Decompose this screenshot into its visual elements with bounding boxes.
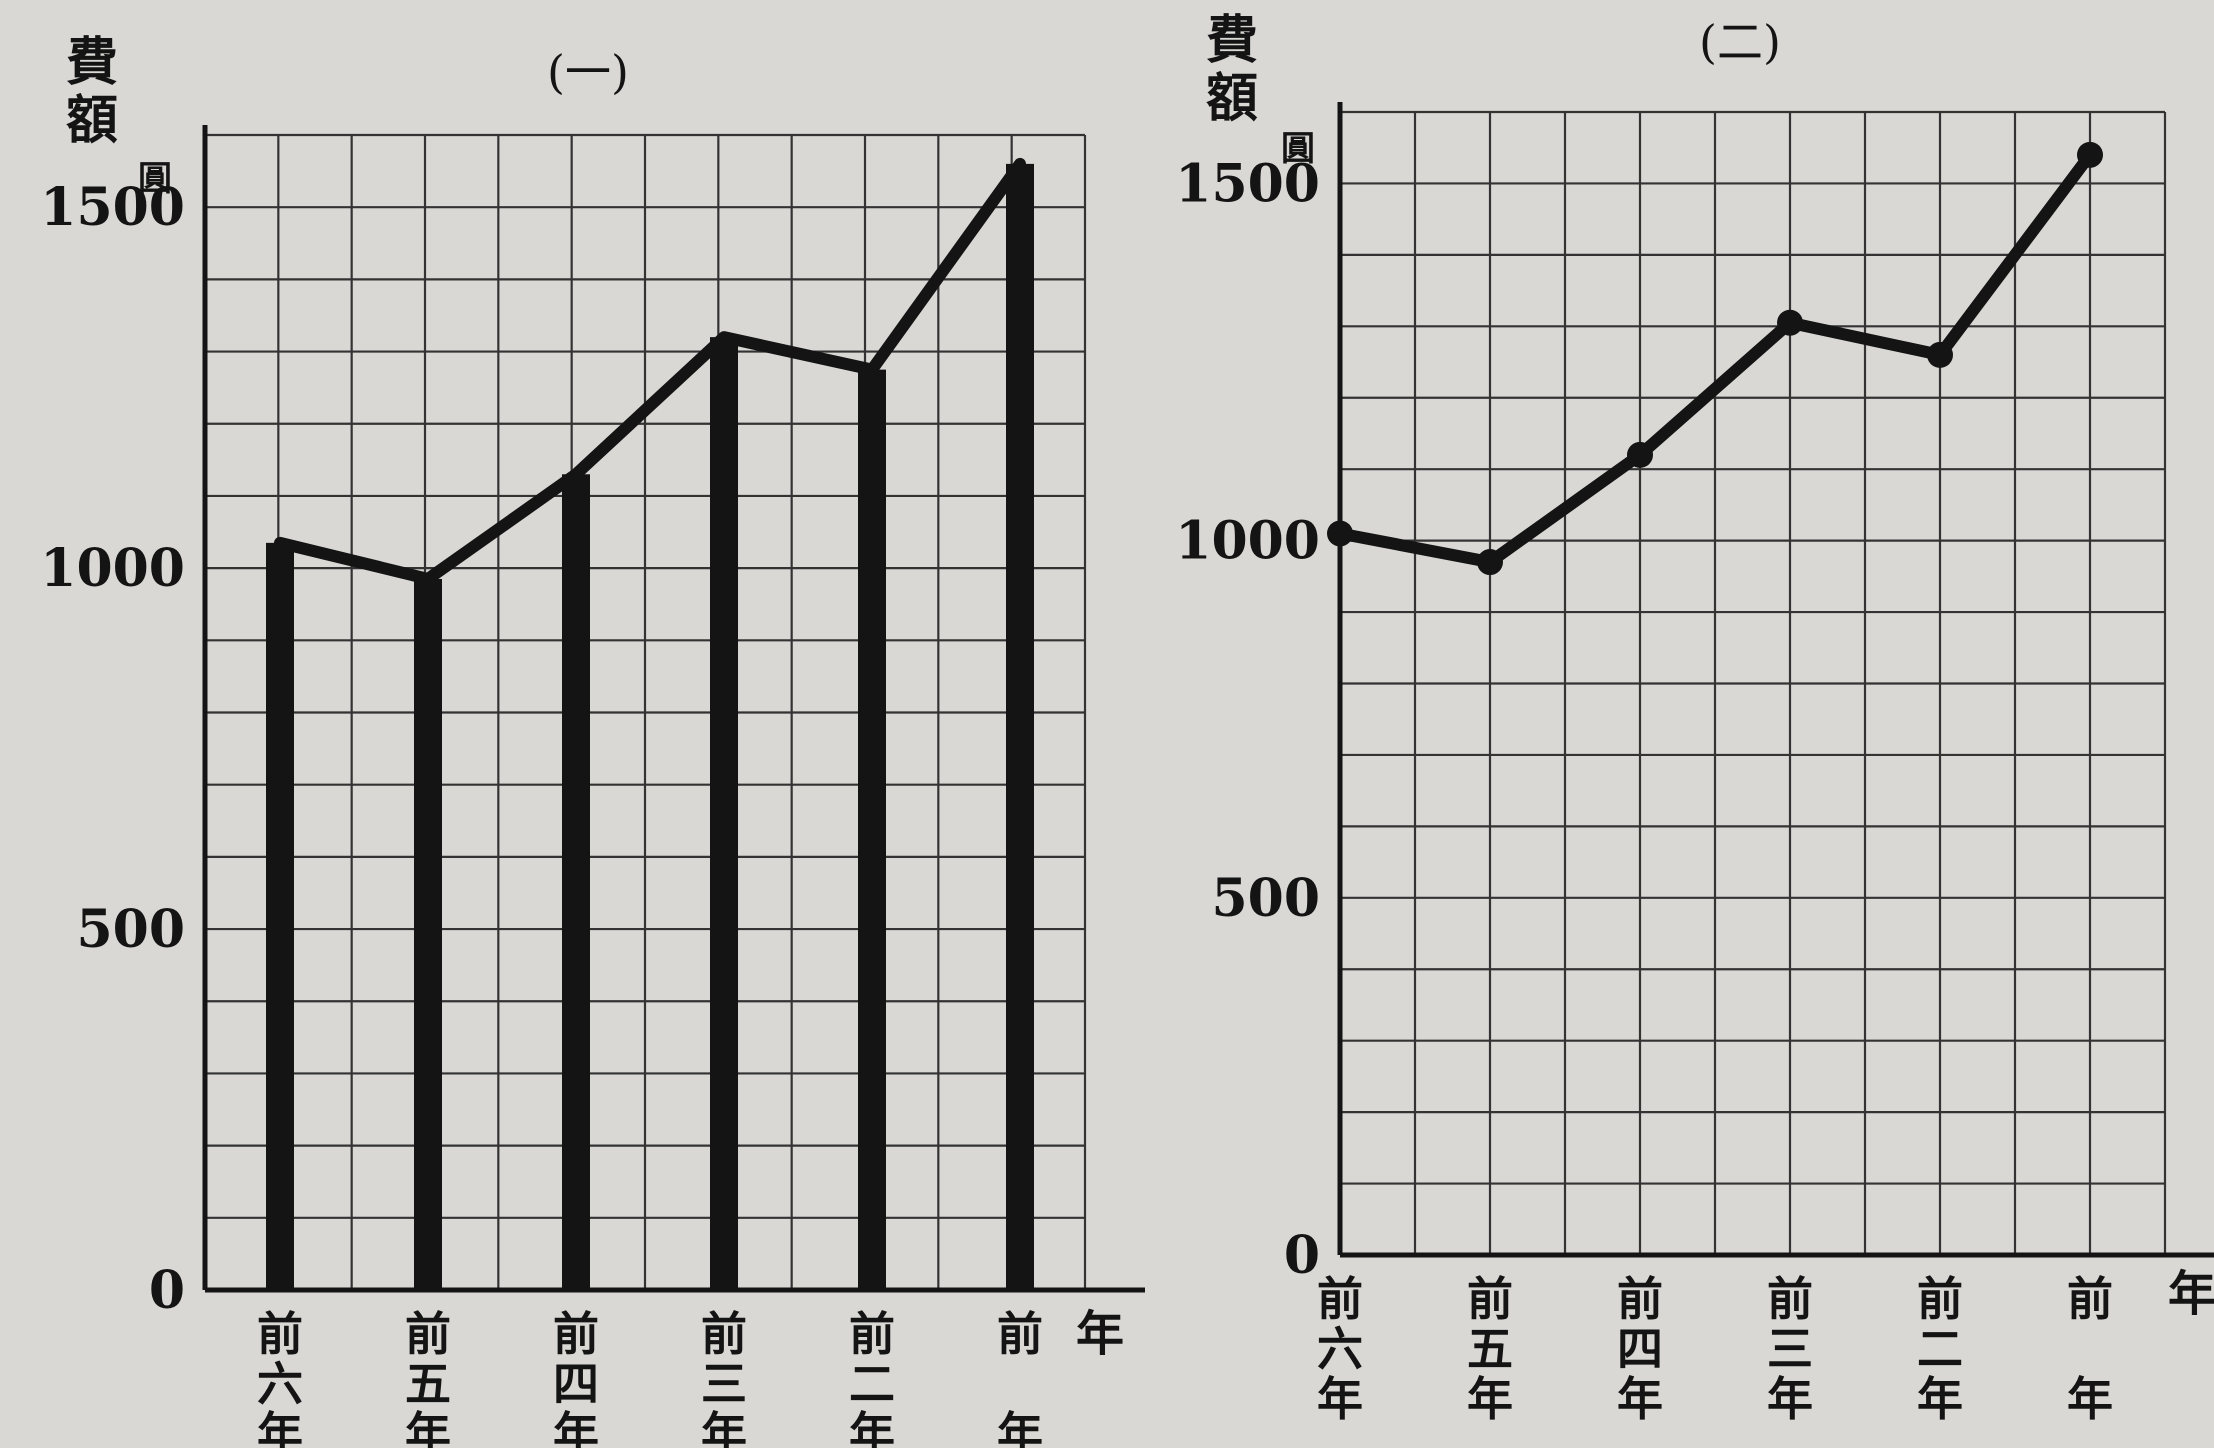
data-point (1927, 341, 1953, 368)
x-tick-label-char: 年 (1467, 1372, 1513, 1426)
y-tick-label: 1000 (40, 538, 185, 599)
data-point (1777, 309, 1803, 336)
bar (414, 578, 442, 1290)
x-tick-label-char: 年 (405, 1407, 451, 1448)
y-axis-unit: 圓 (1281, 129, 1315, 169)
x-tick-label-char: 年 (997, 1407, 1043, 1448)
y-axis-label-char: 費 (66, 32, 118, 93)
x-tick-label-char: 年 (257, 1407, 303, 1448)
y-axis-label-char: 額 (1206, 68, 1258, 129)
x-tick-label-char: 前 (1617, 1272, 1663, 1326)
y-axis-label: 費額 (1206, 10, 1258, 129)
x-axis-unit: 年 (2168, 1266, 2214, 1322)
x-tick-label-char: 前 (849, 1307, 895, 1361)
x-tick-label-char: 前 (997, 1307, 1043, 1361)
data-point (1477, 549, 1503, 576)
bar (858, 369, 886, 1290)
x-tick-label-char: 前 (1917, 1272, 1963, 1326)
x-tick-label-char: 四 (1617, 1322, 1663, 1376)
x-tick-label-char: 二 (1917, 1322, 1963, 1376)
x-tick-label-char: 四 (553, 1357, 599, 1411)
x-tick-label-char: 年 (2067, 1372, 2113, 1426)
chart-title: (一) (547, 45, 629, 99)
x-tick-label-char: 六 (1317, 1322, 1363, 1376)
y-tick-label: 1000 (1175, 511, 1320, 572)
bar (562, 474, 590, 1290)
y-tick-label: 1500 (1175, 153, 1320, 214)
y-axis-label-char: 額 (66, 90, 118, 151)
bar (1006, 163, 1034, 1290)
y-tick-label: 500 (76, 899, 185, 960)
x-tick-label-char: 三 (1767, 1322, 1813, 1376)
x-tick-label-char: 年 (1917, 1372, 1963, 1426)
x-tick-label: 前五年 (405, 1307, 451, 1448)
x-tick-label-char: 五 (405, 1357, 451, 1411)
data-point (1327, 520, 1353, 547)
y-tick-label: 500 (1211, 868, 1320, 929)
x-tick-label-char: 前 (1317, 1272, 1363, 1326)
x-tick-label: 前三年 (701, 1307, 747, 1448)
x-tick-label: 前六年 (1317, 1272, 1363, 1426)
chart-title: (二) (1699, 15, 1781, 69)
x-tick-label-char: 前 (553, 1307, 599, 1361)
x-axis-unit: 年 (1076, 1306, 1124, 1362)
x-tick-label-char: 五 (1467, 1322, 1513, 1376)
x-tick-label: 前二年 (849, 1307, 895, 1448)
x-tick-label-char: 年 (849, 1407, 895, 1448)
x-tick-label: 前年 (997, 1307, 1043, 1448)
bar (710, 337, 738, 1290)
x-tick-label: 前年 (2067, 1272, 2113, 1426)
x-tick-label: 前二年 (1917, 1272, 1963, 1426)
x-tick-label: 前五年 (1467, 1272, 1513, 1426)
x-tick-label-char: 年 (701, 1407, 747, 1448)
x-tick-label-char: 前 (405, 1307, 451, 1361)
x-tick-label-char: 二 (849, 1357, 895, 1411)
y-tick-label: 1500 (40, 177, 185, 238)
x-tick-label-char: 年 (1317, 1372, 1363, 1426)
x-tick-label-char: 年 (553, 1407, 599, 1448)
y-axis-label-char: 費 (1206, 10, 1258, 71)
series-line (1334, 148, 2096, 569)
x-tick-label-char: 年 (1617, 1372, 1663, 1426)
x-tick-label-char: 前 (1467, 1272, 1513, 1326)
y-axis-unit: 圓 (138, 159, 172, 199)
x-tick-label: 前六年 (257, 1307, 303, 1448)
y-tick-label: 0 (1284, 1225, 1320, 1286)
y-axis-label: 費額 (66, 32, 118, 151)
x-tick-label-char: 六 (257, 1357, 303, 1411)
data-point (2077, 141, 2103, 168)
series-line (274, 157, 1026, 585)
grid (1338, 110, 2167, 1257)
bar (266, 542, 294, 1290)
y-tick-label: 0 (149, 1260, 185, 1321)
x-tick-label: 前三年 (1767, 1272, 1813, 1426)
x-tick-label-char: 前 (2067, 1272, 2113, 1326)
x-tick-label-char: 前 (257, 1307, 303, 1361)
data-point (1627, 441, 1653, 468)
x-tick-label-char: 三 (701, 1357, 747, 1411)
x-tick-label-char: 年 (1767, 1372, 1813, 1426)
x-tick-label: 前四年 (1617, 1272, 1663, 1426)
x-tick-label: 前四年 (553, 1307, 599, 1448)
x-tick-label-char: 前 (1767, 1272, 1813, 1326)
grid (203, 133, 1087, 1292)
x-tick-label-char: 前 (701, 1307, 747, 1361)
